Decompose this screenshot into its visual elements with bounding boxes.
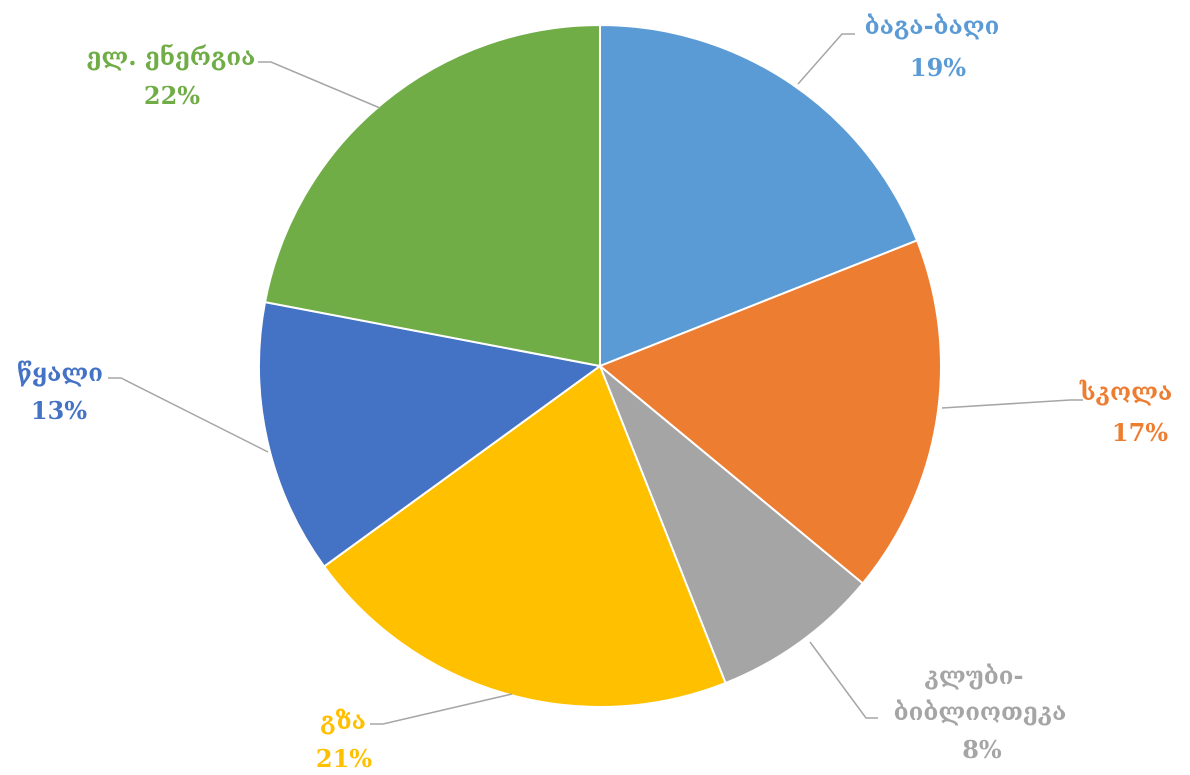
pie-slice-skola [598, 239, 942, 585]
leader-line-tskali [108, 377, 269, 453]
leader-line-baga-bagi [797, 33, 855, 85]
pie-slice-el-energia [263, 23, 601, 368]
slice-percent-skola: 17% [1112, 418, 1168, 447]
leader-line-klubi [809, 641, 878, 719]
slice-label-el-energia: ელ. ენერგია [87, 42, 256, 71]
pie-slice-gza [322, 364, 727, 708]
slice-label-tskali: წყალი [17, 358, 103, 387]
slice-percent-gza: 21% [316, 744, 372, 773]
slice-label-skola: სკოლა [1079, 377, 1173, 406]
slice-percent-klubi: 8% [962, 735, 1002, 764]
slice-percent-el-energia: 22% [144, 81, 200, 110]
pie-slice-baga-bagi [599, 23, 919, 368]
slice-label-klubi-line1: კლუბი- [925, 661, 1024, 690]
leader-lines [108, 33, 1083, 725]
leader-line-skola [941, 399, 1083, 409]
pie-slice-tskali [258, 300, 603, 568]
leader-line-el-energia [258, 61, 381, 109]
slice-label-baga-bagi: ბაგა-ბაღი [865, 11, 1000, 40]
pie-slices [258, 23, 942, 708]
slice-percent-baga-bagi: 19% [910, 53, 966, 82]
slice-label-gza: გზა [320, 706, 366, 735]
leader-line-gza [370, 693, 513, 725]
slice-label-klubi-line2: ბიბლიოთეკა [894, 697, 1067, 726]
pie-slice-klubi [599, 365, 865, 685]
slice-percent-tskali: 13% [31, 396, 87, 425]
